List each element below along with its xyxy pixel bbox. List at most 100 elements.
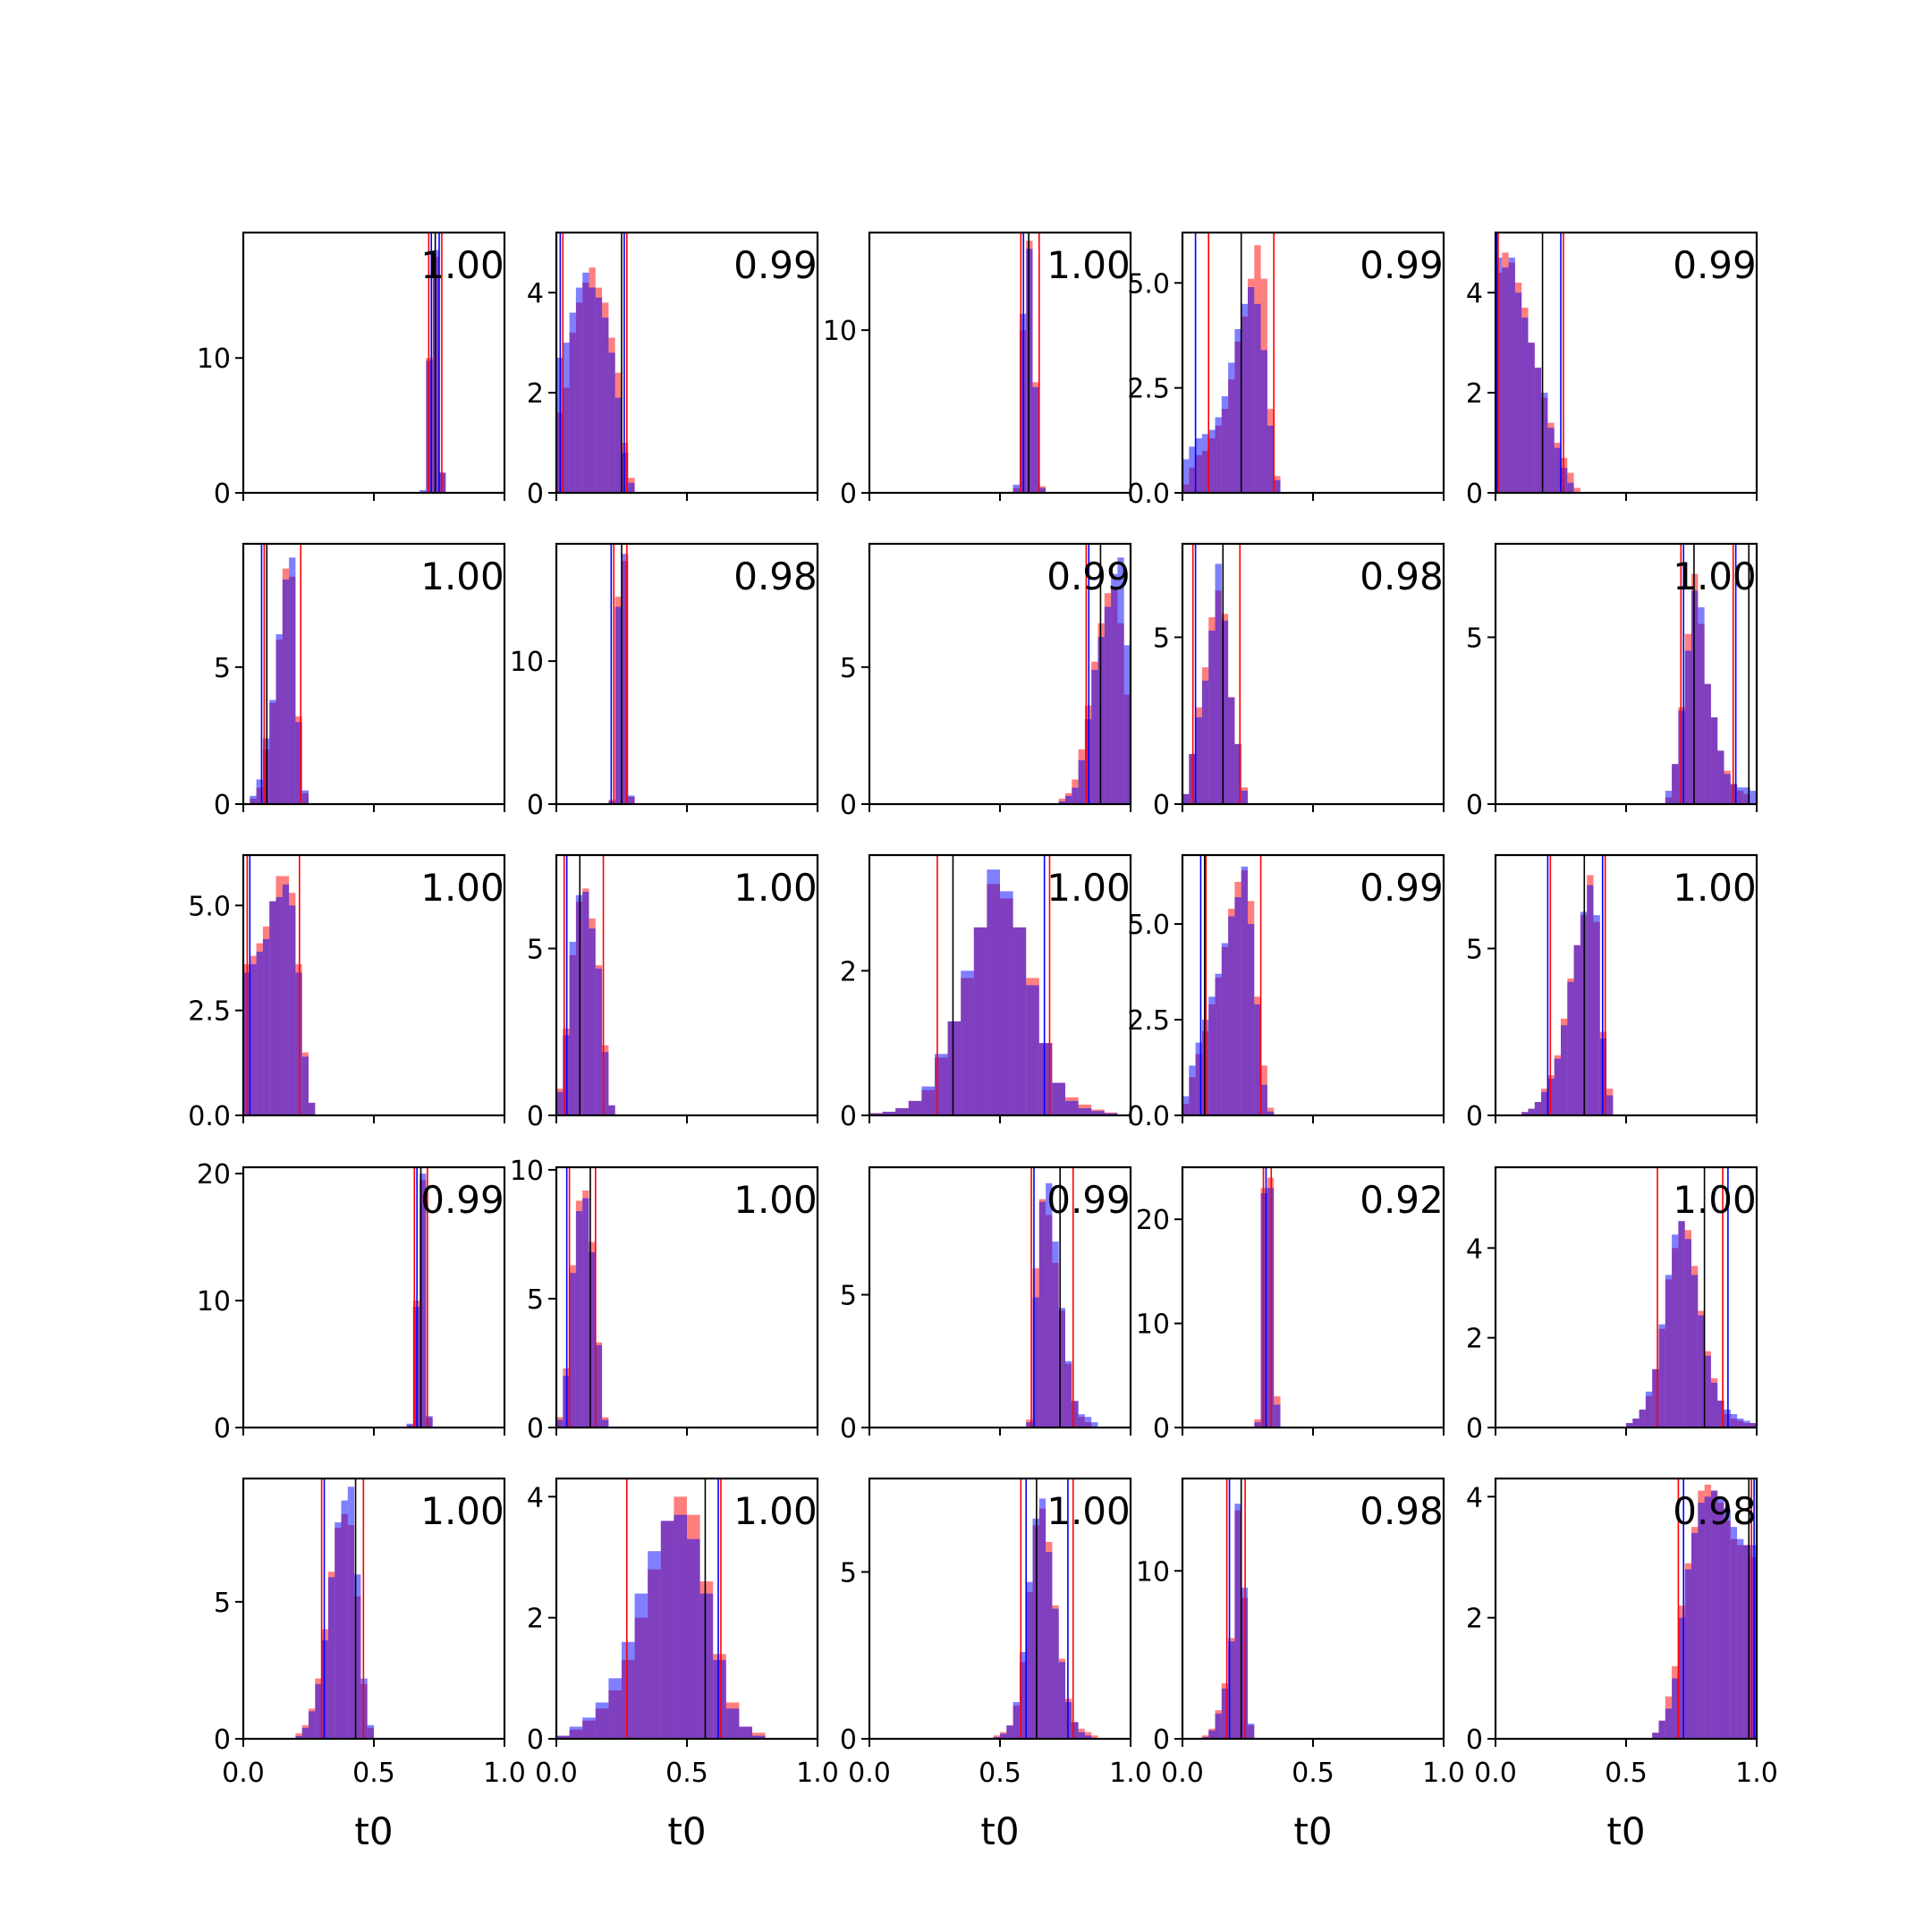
histogram-bar-blue <box>1221 620 1229 804</box>
correlation-label: 0.98 <box>1673 1489 1757 1533</box>
histogram-bar-blue <box>1078 1107 1092 1115</box>
histogram-bar-blue <box>1710 1490 1718 1739</box>
y-tick-label: 20 <box>197 1159 231 1191</box>
panel-0-3: 0.0 2.5 5.0 0.99 <box>1127 231 1445 510</box>
histogram-bar-blue <box>1260 1084 1267 1115</box>
histogram-bar-blue <box>1514 292 1522 493</box>
histogram-bar-blue <box>1013 1701 1020 1739</box>
histogram-bar-blue <box>575 287 583 493</box>
x-axis-label: t0 <box>980 1809 1019 1853</box>
histogram-bar-blue <box>1717 750 1724 804</box>
histogram-bar-blue <box>419 489 427 493</box>
y-tick-label: 10 <box>1136 1309 1170 1341</box>
x-axis-label: t0 <box>1606 1809 1645 1853</box>
histogram-bar-blue <box>614 397 622 493</box>
x-tick-label: 0.5 <box>979 1758 1021 1789</box>
histogram-bar-blue <box>1228 362 1235 493</box>
y-tick-label: 10 <box>510 647 544 678</box>
x-axis-label: t0 <box>667 1809 706 1853</box>
histogram-bar-blue <box>295 722 302 804</box>
histogram-bar-blue <box>1678 1617 1685 1739</box>
histogram-bar-blue <box>1528 1108 1535 1115</box>
histogram-bar-blue <box>1201 434 1209 493</box>
y-tick-label: 5.0 <box>1127 268 1170 300</box>
y-tick-label: 2.5 <box>1127 374 1170 405</box>
histogram-bar-blue <box>1698 1503 1705 1739</box>
histogram-bar-blue <box>1248 924 1255 1115</box>
histogram-bar-blue <box>289 557 296 804</box>
plot-area <box>608 544 635 804</box>
histogram-bar-blue <box>406 1423 413 1428</box>
histogram-bar-blue <box>262 938 270 1115</box>
histogram-bar-blue <box>1228 1641 1235 1739</box>
histogram-bar-blue <box>582 1717 596 1739</box>
panel-2-2: 021.00 <box>840 853 1132 1132</box>
y-tick-label: 0 <box>1466 479 1483 510</box>
histogram-bar-blue <box>256 951 263 1115</box>
histogram-bar-blue <box>1254 1422 1261 1428</box>
panel-2-1: 051.00 <box>527 853 819 1132</box>
histogram-bar-blue <box>1221 396 1229 493</box>
histogram-bar-blue <box>582 272 589 493</box>
histogram-bar-blue <box>1665 1275 1673 1428</box>
histogram-bar-blue <box>1587 885 1594 1115</box>
histogram-bar-blue <box>1274 1404 1281 1428</box>
y-tick-label: 4 <box>1466 1482 1483 1513</box>
panel-2-0: 0.0 2.5 5.0 1.00 <box>188 853 506 1132</box>
histogram-bar-blue <box>275 634 283 804</box>
panel-3-3: 0 10 20 0.92 <box>1136 1165 1445 1445</box>
histogram-bar-blue <box>309 1102 316 1115</box>
histogram-bar-blue <box>1750 1422 1757 1428</box>
correlation-label: 0.99 <box>1046 1178 1131 1222</box>
histogram-bar-blue <box>1554 1058 1561 1115</box>
histogram-bar-blue <box>1508 257 1515 493</box>
y-tick-label: 0 <box>527 479 544 510</box>
y-tick-label: 2.5 <box>188 996 231 1028</box>
histogram-bar-blue <box>569 312 576 493</box>
histogram-bar-blue <box>589 928 596 1115</box>
y-tick-label: 2 <box>527 1604 544 1635</box>
histogram-bar-blue <box>347 1487 355 1739</box>
histogram-bar-blue <box>1000 891 1013 1115</box>
y-tick-label: 4 <box>527 1482 544 1513</box>
histogram-bar-blue <box>589 1252 596 1428</box>
histogram-bar-blue <box>1111 573 1118 804</box>
panel-3-1: 0 5 10 1.00 <box>510 1156 819 1445</box>
correlation-label: 0.92 <box>1360 1178 1444 1222</box>
histogram-bar-blue <box>1084 1417 1092 1428</box>
histogram-bar-blue <box>1672 1234 1679 1428</box>
plot-area <box>556 1479 766 1739</box>
histogram-bar-blue <box>1058 1662 1065 1739</box>
histogram-bar-blue <box>563 343 570 493</box>
plot-area <box>1496 233 1580 493</box>
x-tick-label: 0.0 <box>848 1758 891 1789</box>
correlation-label: 1.00 <box>420 866 504 910</box>
panel-1-3: 050.98 <box>1153 542 1445 821</box>
plot-area <box>556 1167 609 1428</box>
histogram-bar-blue <box>1208 631 1216 804</box>
histogram-bar-blue <box>699 1593 714 1739</box>
x-tick-label: 0.5 <box>1605 1758 1648 1789</box>
plot-area <box>1013 233 1046 493</box>
correlation-label: 0.99 <box>733 243 818 287</box>
panel-3-2: 050.99 <box>840 1165 1132 1445</box>
histogram-bar-blue <box>1221 943 1229 1115</box>
plot-area <box>1182 544 1248 804</box>
histogram-bar-blue <box>1534 1102 1542 1115</box>
histogram-bar-blue <box>1104 606 1112 804</box>
histogram-bar-blue <box>1665 791 1673 804</box>
histogram-bar-blue <box>1730 1527 1738 1739</box>
y-tick-label: 0 <box>527 790 544 821</box>
correlation-label: 0.99 <box>420 1178 504 1222</box>
histogram-bar-blue <box>628 482 635 493</box>
histogram-bar-blue <box>315 1683 322 1739</box>
histogram-bar-blue <box>608 352 615 493</box>
x-tick-label: 1.0 <box>1109 1758 1152 1789</box>
histogram-bar-blue <box>556 1735 570 1739</box>
histogram-bar-blue <box>608 1678 622 1739</box>
correlation-label: 1.00 <box>1673 866 1757 910</box>
histogram-bar-blue <box>1013 927 1027 1115</box>
histogram-bar-blue <box>1717 1400 1724 1428</box>
histogram-bar-blue <box>1652 1733 1659 1739</box>
